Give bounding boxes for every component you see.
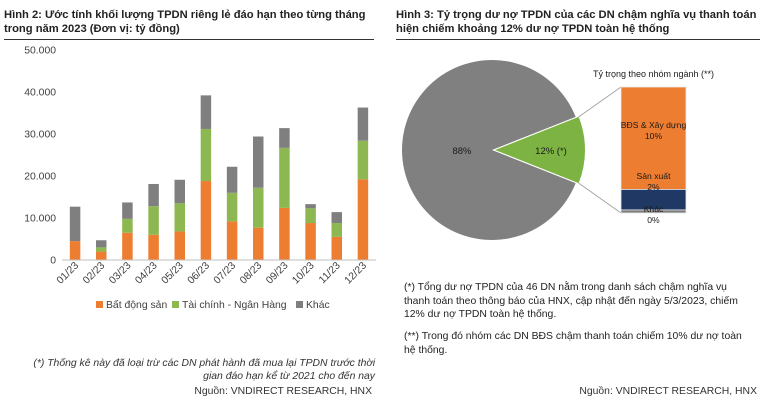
bar-segment xyxy=(226,166,238,193)
pie-breakdown-chart: 88% 12% (*) Tỷ trọng theo nhóm ngành (**)… xyxy=(402,59,714,241)
x-tick-label: 12/23 xyxy=(343,260,369,286)
breakdown-segment-value: 10% xyxy=(645,131,663,141)
bar-segment xyxy=(357,179,369,260)
connector-line xyxy=(578,182,622,214)
breakdown-title: Tỷ trọng theo nhóm ngành (**) xyxy=(593,69,714,79)
breakdown-segment xyxy=(620,209,687,214)
bar-segment xyxy=(305,204,316,209)
pie-slice xyxy=(495,116,585,184)
legend-swatch xyxy=(172,301,179,308)
bar-segment xyxy=(331,236,342,260)
bar-segment xyxy=(331,223,342,237)
breakdown-segment-value: 2% xyxy=(647,182,660,192)
breakdown-segment-value: 0% xyxy=(647,215,660,225)
bar-segment xyxy=(279,207,290,260)
y-tick-label: 10.000 xyxy=(24,214,56,225)
pie-slice-label: 12% (*) xyxy=(535,146,567,157)
x-tick-label: 06/23 xyxy=(186,260,212,286)
bar-segment xyxy=(253,227,264,260)
bar-segment xyxy=(253,187,264,228)
y-tick-label: 20.000 xyxy=(24,172,56,183)
x-tick-label: 03/23 xyxy=(107,260,133,286)
left-figure-title: Hình 2: Ước tính khối lượng TPDN riêng l… xyxy=(4,9,366,35)
left-figure-source: Nguồn: VNDIRECT RESEARCH, HNX xyxy=(194,386,372,397)
y-tick-label: 30.000 xyxy=(24,130,56,141)
bar-segment xyxy=(305,208,316,224)
bar-segment xyxy=(122,202,133,219)
breakdown-segment xyxy=(620,86,687,190)
right-figure: Hình 3: Tỷ trọng dư nợ TPDN của các DN c… xyxy=(394,0,765,401)
bar-segment xyxy=(279,147,290,208)
breakdown-segment-name: Khác xyxy=(644,204,664,214)
x-tick-label: 02/23 xyxy=(81,260,107,286)
right-title-rule xyxy=(396,39,760,40)
bar-segment xyxy=(69,241,81,260)
x-tick-label: 04/23 xyxy=(134,260,160,286)
bar-segment xyxy=(357,140,369,180)
bar-segment xyxy=(148,183,159,207)
pie-slice xyxy=(402,59,576,241)
bar-segment xyxy=(96,240,107,248)
bar-segment xyxy=(69,206,81,242)
legend-label: Tài chính - Ngân Hàng xyxy=(182,300,287,311)
bar-segment xyxy=(148,206,159,235)
bar-segment xyxy=(200,128,212,182)
x-tick-label: 11/23 xyxy=(317,260,343,286)
pie-slice-label: 88% xyxy=(452,146,472,157)
right-figure-title: Hình 3: Tỷ trọng dư nợ TPDN của các DN c… xyxy=(396,9,757,35)
bar-segment xyxy=(122,218,133,233)
left-figure-note: (*) Thống kê này đã loại trừ các DN phát… xyxy=(33,358,375,382)
bar-chart: 0 10.000 20.000 30.000 40.000 50.000 01/23 02/… xyxy=(24,46,376,311)
bar-segment xyxy=(200,95,212,129)
x-tick-label: 09/23 xyxy=(264,260,290,286)
legend-swatch xyxy=(296,301,303,308)
bar-segment xyxy=(122,232,133,260)
bar-segment xyxy=(279,128,290,148)
x-tick-label: 05/23 xyxy=(160,260,186,286)
left-figure: Hình 2: Ước tính khối lượng TPDN riêng l… xyxy=(0,0,382,401)
y-tick-label: 50.000 xyxy=(24,46,56,57)
bar-segment xyxy=(357,107,369,141)
right-figure-note-1: (*) Tổng dư nợ TPDN của 46 DN nằm trong … xyxy=(404,282,738,320)
bar-segment xyxy=(148,234,159,260)
bar-segment xyxy=(174,231,185,260)
bar-segment xyxy=(174,179,185,204)
x-tick-label: 07/23 xyxy=(212,260,238,286)
right-figure-note-2: (**) Trong đó nhóm các DN BĐS chậm thanh… xyxy=(404,331,742,356)
x-tick-label: 01/23 xyxy=(55,260,81,286)
bar-segment xyxy=(305,223,316,260)
y-tick-label: 40.000 xyxy=(24,88,56,99)
bar-segment xyxy=(226,192,238,222)
breakdown-segment-name: BĐS & Xây dựng xyxy=(621,120,687,130)
x-tick-label: 10/23 xyxy=(291,260,317,286)
legend-label: Khác xyxy=(306,300,330,311)
x-tick-label: 08/23 xyxy=(238,260,264,286)
breakdown-segment-name: Sản xuất xyxy=(637,171,672,181)
right-figure-source: Nguồn: VNDIRECT RESEARCH, HNX xyxy=(579,386,757,397)
legend-label: Bất động sản xyxy=(106,299,167,311)
legend-swatch xyxy=(96,301,103,308)
bar-segment xyxy=(96,247,107,252)
bar-segment xyxy=(331,212,342,224)
bar-segment xyxy=(174,203,185,232)
y-tick-label: 0 xyxy=(50,256,56,267)
left-title-rule xyxy=(4,39,374,40)
connector-line xyxy=(578,86,622,118)
bar-segment xyxy=(253,136,264,188)
bar-segment xyxy=(200,181,212,260)
bar-segment xyxy=(96,251,107,260)
bar-segment xyxy=(226,221,238,260)
